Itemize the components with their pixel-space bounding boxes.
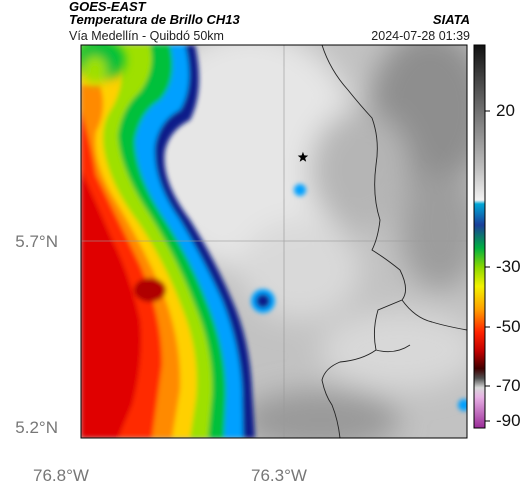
colorbar-label-minus50: -50 bbox=[496, 317, 521, 336]
product-title: GOES-EAST bbox=[69, 0, 146, 14]
datetime-label: 2024-07-28 01:39 bbox=[371, 29, 470, 43]
map-raster bbox=[81, 45, 467, 438]
colorbar-label-minus30: -30 bbox=[496, 257, 521, 276]
colorbar bbox=[473, 44, 486, 429]
map-frame bbox=[80, 44, 468, 439]
organization-label: SIATA bbox=[432, 12, 470, 27]
lat-tick-5-2: 5.2°N bbox=[15, 418, 58, 437]
political-boundaries bbox=[321, 45, 467, 438]
product-subtitle: Temperatura de Brillo CH13 bbox=[69, 12, 240, 27]
region-label: Vía Medellín - Quibdó 50km bbox=[69, 29, 224, 43]
colorbar-label-minus90: -90 bbox=[496, 411, 521, 430]
location-marker bbox=[297, 151, 309, 162]
gridlines bbox=[81, 45, 467, 438]
star-marker-icon bbox=[297, 151, 309, 162]
cold-spot-cluster bbox=[251, 184, 467, 411]
lon-tick-76-8: 76.8°W bbox=[33, 466, 89, 485]
colorbar-label-minus70: -70 bbox=[496, 376, 521, 395]
lat-tick-5-7: 5.7°N bbox=[15, 232, 58, 251]
colorbar-label-20: 20 bbox=[496, 101, 515, 120]
colorbar-ticks bbox=[485, 110, 490, 422]
lon-tick-76-3: 76.3°W bbox=[251, 466, 307, 485]
